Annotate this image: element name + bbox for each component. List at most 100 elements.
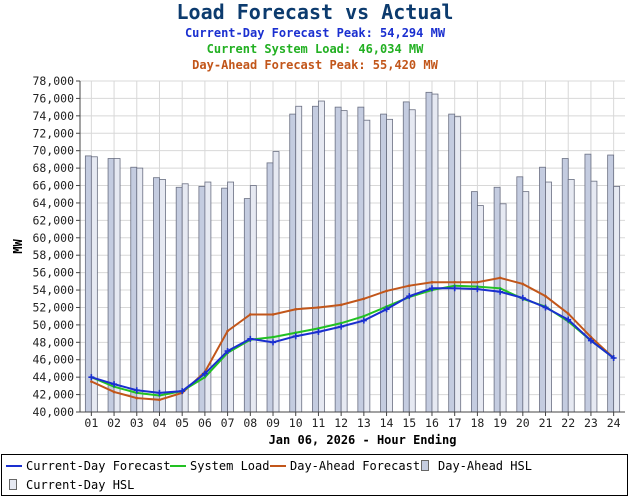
bar-day-ahead-hsl	[516, 176, 524, 413]
y-tick-label: 72,000	[32, 126, 74, 140]
bar-day-ahead-hsl	[561, 158, 569, 413]
bar-day-ahead-hsl	[107, 158, 115, 413]
y-tick-label: 62,000	[32, 213, 74, 227]
legend-label: Current-Day Forecast	[26, 459, 171, 473]
bar-current-day-hsl	[272, 151, 280, 413]
bar-day-ahead-hsl	[402, 101, 410, 413]
point-day-ahead-forecast	[271, 313, 275, 316]
bar-current-day-hsl	[340, 110, 348, 413]
point-current-day-forecast	[406, 293, 413, 300]
bar-current-day-hsl	[454, 116, 462, 413]
plot-area	[80, 81, 625, 412]
x-tick-label: 01	[84, 416, 98, 430]
point-day-ahead-forecast	[135, 396, 139, 400]
bar-current-day-hsl	[136, 167, 144, 413]
legend-label: Day-Ahead HSL	[438, 459, 532, 473]
point-day-ahead-forecast	[544, 294, 547, 298]
bar-day-ahead-hsl	[153, 177, 160, 413]
bar-day-ahead-hsl	[425, 91, 433, 413]
point-current-day-forecast	[587, 337, 594, 344]
bar-current-day-hsl	[90, 156, 98, 413]
point-current-day-forecast	[224, 348, 231, 355]
bar-current-day-hsl	[159, 179, 166, 413]
bar-day-ahead-hsl	[539, 166, 546, 413]
y-tick-label: 52,000	[32, 300, 74, 314]
point-day-ahead-forecast	[476, 280, 479, 284]
point-day-ahead-forecast	[226, 329, 229, 333]
point-day-ahead-forecast	[362, 297, 366, 301]
point-day-ahead-forecast	[339, 303, 343, 307]
bar-current-day-hsl	[408, 109, 416, 413]
bar-day-ahead-hsl	[380, 113, 387, 413]
line-day-ahead-forecast	[90, 276, 615, 401]
bar-day-ahead-hsl	[493, 186, 501, 413]
y-tick-label: 40,000	[32, 405, 74, 419]
bar-day-ahead-hsl	[221, 187, 229, 413]
point-day-ahead-forecast	[566, 312, 570, 315]
bar-current-day-hsl	[476, 205, 484, 413]
point-day-ahead-forecast	[498, 276, 502, 280]
point-current-day-forecast	[451, 285, 458, 292]
bar-current-day-hsl	[249, 185, 257, 413]
x-tick-label: 03	[130, 416, 144, 430]
bar-day-ahead-hsl	[607, 154, 615, 413]
point-current-day-forecast	[542, 304, 549, 311]
bar-current-day-hsl	[613, 185, 621, 413]
point-current-day-forecast	[428, 285, 435, 292]
bar-current-day-hsl	[431, 93, 439, 413]
point-current-day-forecast	[179, 388, 186, 395]
y-tick-label: 78,000	[32, 74, 74, 88]
x-tick-label: 18	[470, 416, 484, 430]
legend-label: Day-Ahead Forecast	[290, 459, 421, 473]
point-day-ahead-forecast	[90, 380, 93, 383]
point-day-ahead-forecast	[317, 306, 320, 309]
bar-day-ahead-hsl	[266, 162, 274, 413]
x-tick-label: 17	[448, 416, 462, 430]
point-system-load	[362, 314, 366, 318]
y-tick-label: 46,000	[32, 353, 74, 367]
chart-plot: 40,000 42,000 44,000 46,000 48,000 50,000 52,0…	[11, 74, 625, 447]
x-tick-label: 15	[402, 416, 416, 430]
y-tick-label: 58,000	[32, 248, 74, 262]
legend-swatch-current-day-forecast	[6, 465, 22, 467]
bar-day-ahead-hsl	[312, 105, 319, 413]
y-tick-label: 50,000	[32, 318, 74, 332]
y-tick-label: 74,000	[32, 109, 74, 123]
point-day-ahead-forecast	[385, 289, 388, 293]
point-current-day-forecast	[383, 306, 390, 313]
x-tick-label: 23	[584, 416, 598, 430]
y-tick-label: 48,000	[32, 335, 74, 349]
point-current-day-forecast	[497, 288, 504, 295]
x-tick-label: 19	[493, 416, 507, 430]
bar-day-ahead-hsl	[470, 191, 478, 413]
chart-legend: Current-Day Forecast System Load Day-Ahe…	[1, 454, 628, 496]
y-tick-label: 42,000	[32, 388, 74, 402]
bar-day-ahead-hsl	[448, 113, 456, 413]
x-tick-label: 06	[198, 416, 212, 430]
bar-day-ahead-hsl	[357, 106, 365, 413]
bar-current-day-hsl	[227, 181, 235, 413]
x-tick-label: 14	[380, 416, 394, 430]
point-current-day-forecast	[519, 294, 526, 301]
chart-title: Load Forecast vs Actual	[176, 0, 454, 24]
x-tick-label: 22	[561, 416, 575, 430]
bar-day-ahead-hsl	[175, 186, 183, 413]
bar-current-day-hsl	[363, 119, 371, 413]
x-tick-label: 09	[266, 416, 280, 430]
point-day-ahead-forecast	[112, 390, 116, 394]
point-day-ahead-forecast	[158, 398, 161, 402]
point-day-ahead-forecast	[407, 284, 411, 287]
x-tick-label: 20	[516, 416, 530, 430]
bar-current-day-hsl	[590, 180, 598, 413]
x-tick-label: 16	[425, 416, 439, 430]
x-tick-label: 04	[153, 416, 167, 430]
bar-day-ahead-hsl	[584, 153, 592, 413]
legend-swatch-system-load	[170, 465, 186, 467]
point-current-day-forecast	[111, 381, 118, 388]
point-current-day-forecast	[156, 389, 163, 396]
bar-current-day-hsl	[567, 179, 575, 413]
bar-day-ahead-hsl	[130, 166, 138, 413]
y-tick-label: 60,000	[32, 231, 74, 245]
x-tick-label: 12	[334, 416, 348, 430]
x-tick-label: 11	[312, 416, 326, 430]
